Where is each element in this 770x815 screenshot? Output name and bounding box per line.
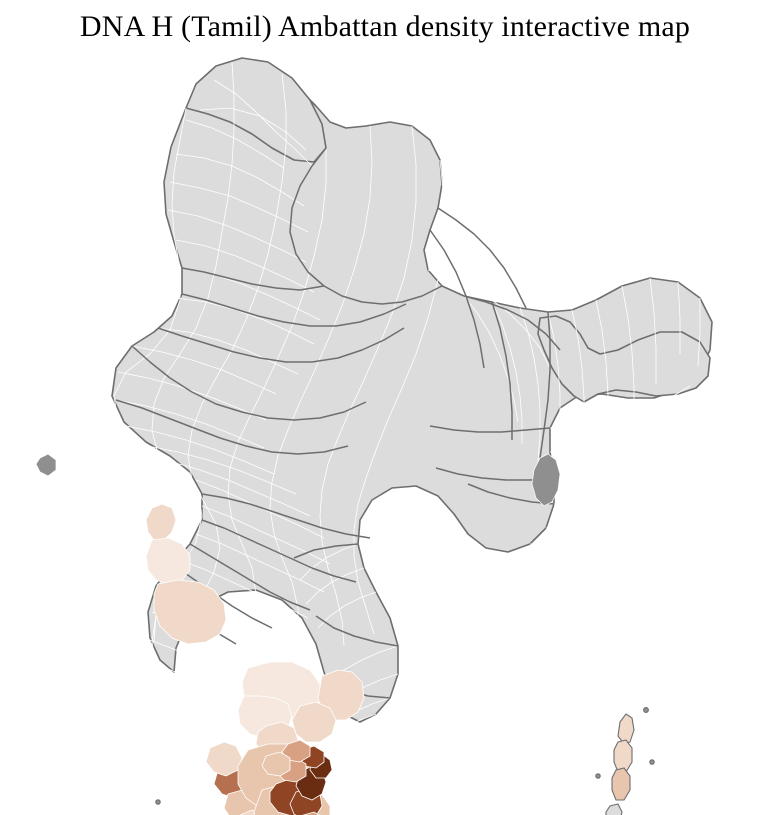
page-title: DNA H (Tamil) Ambattan density interacti… — [79, 10, 691, 43]
district-thanjavur-nagai[interactable] — [298, 811, 326, 815]
district-chittoor[interactable] — [291, 701, 337, 743]
island-speck-2[interactable] — [650, 760, 654, 764]
island-south-andaman[interactable] — [612, 768, 630, 800]
island-middle-andaman[interactable] — [614, 740, 632, 772]
india-landmass[interactable] — [111, 61, 713, 723]
district-mumbai[interactable] — [145, 503, 177, 541]
render-layer — [0, 50, 770, 815]
island-lakshadweep-speck[interactable] — [156, 800, 160, 804]
no-data-group — [35, 453, 561, 507]
district-mesh — [113, 61, 701, 729]
island-little-andaman[interactable] — [606, 804, 622, 815]
island-speck-3[interactable] — [596, 774, 600, 778]
northeast-arm[interactable] — [537, 315, 711, 403]
district-kutch-nodata[interactable] — [35, 453, 57, 477]
district-pune[interactable] — [153, 579, 227, 645]
island-north-andaman[interactable] — [618, 714, 634, 744]
district-vellore[interactable] — [281, 739, 311, 763]
shaded-districts-group — [145, 503, 365, 815]
map-svg[interactable] — [0, 50, 770, 815]
india-choropleth-map[interactable] — [0, 50, 770, 815]
andaman-nicobar-islands — [156, 708, 679, 815]
district-salem-namakkal[interactable] — [261, 751, 291, 777]
island-speck-1[interactable] — [644, 708, 649, 713]
district-sundarbans-nodata[interactable] — [531, 453, 561, 507]
